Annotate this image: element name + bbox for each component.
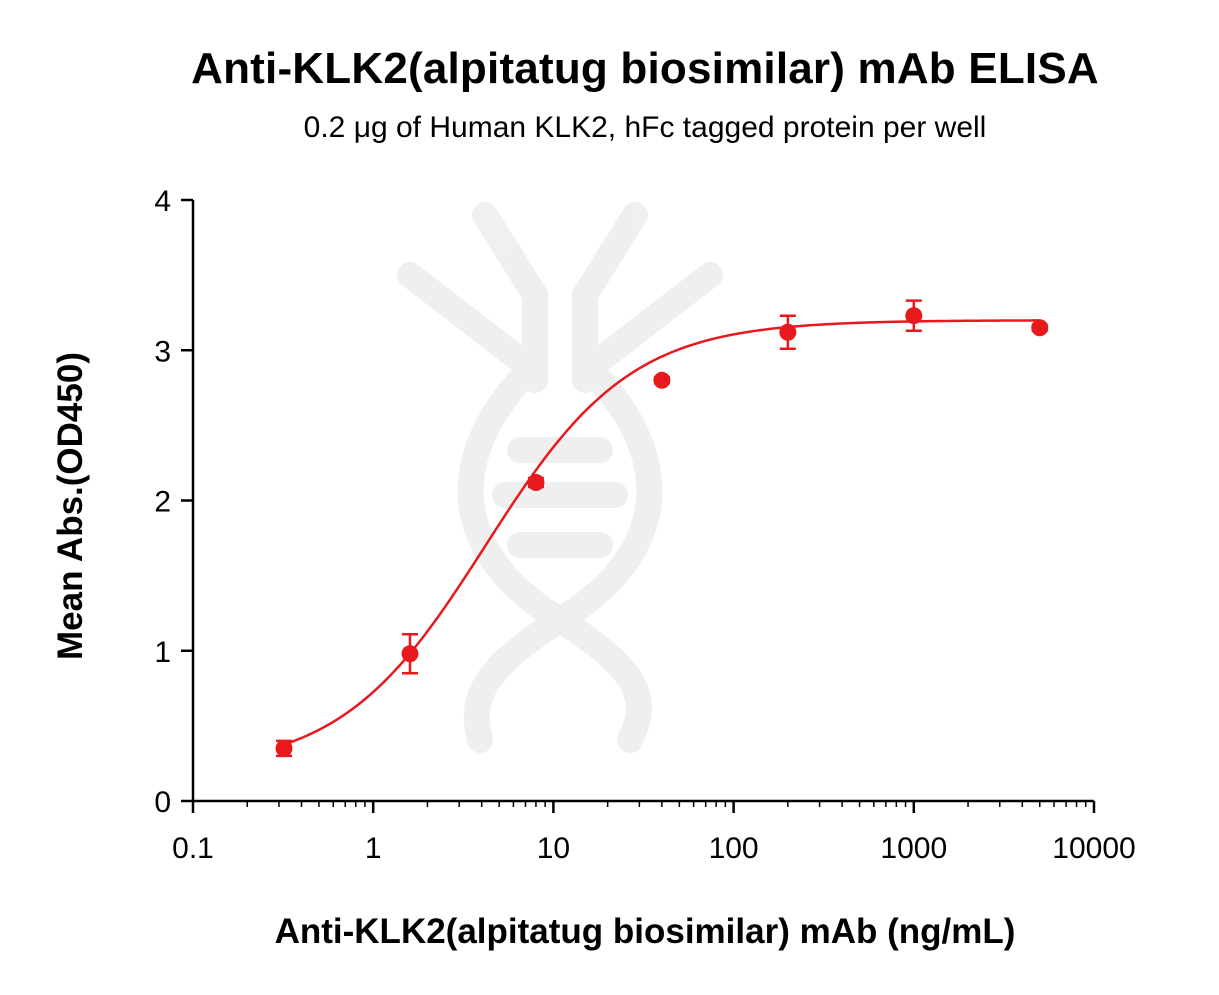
x-tick-label: 1000: [880, 832, 947, 865]
data-marker: [779, 323, 797, 341]
x-tick-label: 10000: [1052, 832, 1135, 865]
data-marker: [1031, 319, 1049, 337]
chart-subtitle: 0.2 μg of Human KLK2, hFc tagged protein…: [303, 111, 987, 144]
data-marker: [653, 371, 671, 389]
data-point: [905, 299, 923, 332]
y-tick-label: 0: [154, 786, 171, 819]
x-tick-label: 1: [365, 832, 382, 865]
x-tick-label: 0.1: [172, 832, 214, 865]
chart-title: Anti-KLK2(alpitatug biosimilar) mAb ELIS…: [191, 44, 1099, 93]
data-marker: [275, 739, 293, 757]
watermark-logo: [397, 202, 723, 753]
data-point: [653, 371, 671, 389]
data-marker: [905, 307, 923, 325]
data-marker: [401, 645, 419, 663]
y-tick-label: 4: [154, 185, 171, 218]
x-axis-title: Anti-KLK2(alpitatug biosimilar) mAb (ng/…: [275, 912, 1016, 951]
x-tick-label: 10: [537, 832, 570, 865]
data-marker: [527, 473, 545, 491]
data-point: [527, 473, 545, 491]
x-tick-label: 100: [709, 832, 759, 865]
y-axis-title: Mean Abs.(OD450): [51, 352, 90, 660]
data-point: [1031, 319, 1049, 337]
data-point: [275, 739, 293, 758]
y-tick-label: 3: [154, 335, 171, 368]
y-tick-label: 1: [154, 636, 171, 669]
data-point: [401, 632, 419, 675]
y-tick-label: 2: [154, 486, 171, 519]
data-point: [779, 314, 797, 350]
